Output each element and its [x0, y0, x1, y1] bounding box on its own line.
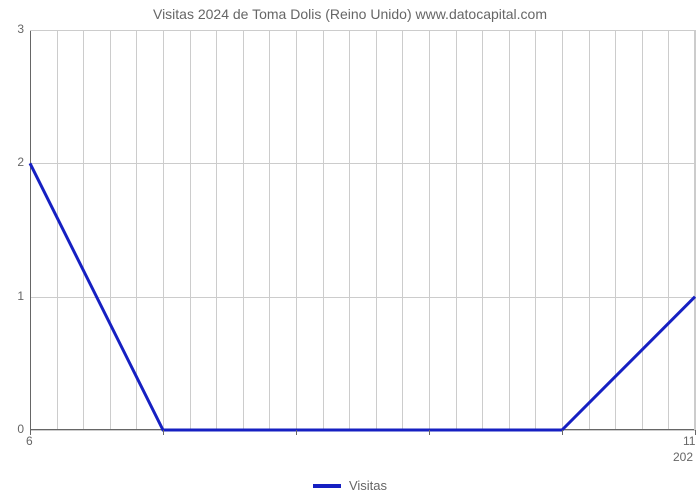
y-tick-label: 0: [17, 422, 24, 436]
legend-swatch: [313, 484, 341, 488]
legend-label: Visitas: [349, 478, 387, 493]
y-tick-label: 3: [17, 22, 24, 36]
y-tick-label: 1: [17, 289, 24, 303]
y-tick-label: 2: [17, 155, 24, 169]
x-tick-mark: [429, 430, 430, 435]
x-axis-secondary-label: 202: [673, 450, 693, 464]
chart-container: Visitas 2024 de Toma Dolis (Reino Unido)…: [0, 0, 700, 500]
x-tick-mark: [296, 430, 297, 435]
x-tick-label: 11: [683, 434, 695, 448]
plot-area: [30, 30, 695, 430]
series-line: [30, 30, 695, 430]
x-tick-mark: [562, 430, 563, 435]
x-tick-mark: [163, 430, 164, 435]
legend: Visitas: [0, 478, 700, 493]
x-tick-label: 6: [26, 434, 33, 448]
chart-title: Visitas 2024 de Toma Dolis (Reino Unido)…: [0, 6, 700, 22]
grid-line-vertical: [695, 30, 696, 430]
